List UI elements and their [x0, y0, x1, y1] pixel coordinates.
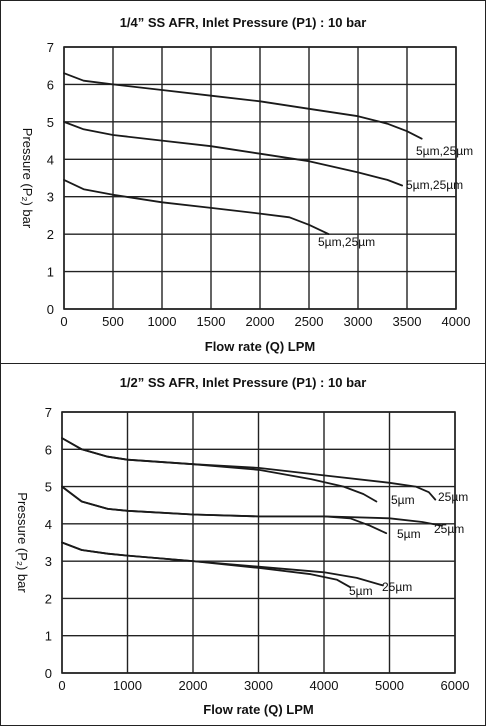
y-tick-label: 3	[47, 190, 54, 205]
x-tick-label: 2000	[246, 314, 275, 329]
x-axis-title: Flow rate (Q) LPM	[203, 702, 314, 717]
y-tick-label: 6	[47, 77, 54, 92]
y-axis-title: Pressure (P₂) bar	[15, 492, 30, 593]
series-annotation: 5µm,25µm	[406, 178, 463, 192]
series-annotation: 25µm	[438, 490, 468, 504]
y-tick-label: 3	[45, 554, 52, 569]
x-tick-label: 500	[102, 314, 124, 329]
series-line	[63, 179, 330, 235]
series-annotation: 5µm,25µm	[318, 235, 375, 249]
x-tick-label: 4000	[310, 678, 339, 693]
chart-title: 1/2” SS AFR, Inlet Pressure (P1) : 10 ba…	[120, 375, 367, 390]
y-tick-label: 4	[45, 517, 52, 532]
x-tick-label: 1500	[197, 314, 226, 329]
plot-area-border	[63, 46, 457, 310]
x-tick-label: 2000	[179, 678, 208, 693]
y-tick-label: 2	[47, 227, 54, 242]
series-annotation: 25µm	[382, 580, 412, 594]
series-line	[63, 72, 423, 140]
x-tick-label: 3500	[393, 314, 422, 329]
x-tick-label: 4000	[442, 314, 471, 329]
y-tick-label: 5	[45, 480, 52, 495]
y-axis-title: Pressure (P₂) bar	[20, 128, 35, 229]
x-tick-label: 2500	[295, 314, 324, 329]
x-tick-label: 3000	[344, 314, 373, 329]
y-tick-label: 1	[45, 629, 52, 644]
series-annotation: 5µm,25µm	[416, 144, 473, 158]
series-line	[61, 485, 388, 535]
x-tick-label: 3000	[244, 678, 273, 693]
chart-title: 1/4” SS AFR, Inlet Pressure (P1) : 10 ba…	[120, 15, 367, 30]
y-tick-label: 1	[47, 265, 54, 280]
x-tick-label: 0	[60, 314, 67, 329]
series-line	[61, 485, 443, 527]
y-tick-label: 0	[45, 666, 52, 681]
series-line	[61, 541, 352, 589]
x-tick-label: 6000	[441, 678, 470, 693]
chart-panel-half-inch: 1/2” SS AFR, Inlet Pressure (P1) : 10 ba…	[1, 365, 485, 726]
series-line	[63, 121, 403, 187]
y-tick-label: 0	[47, 302, 54, 317]
chart-panel-quarter-inch: 1/4” SS AFR, Inlet Pressure (P1) : 10 ba…	[1, 1, 485, 364]
x-axis-title: Flow rate (Q) LPM	[205, 339, 316, 354]
y-tick-label: 2	[45, 591, 52, 606]
y-tick-label: 7	[47, 40, 54, 55]
series-line	[61, 437, 378, 503]
chart-quarter-inch: 1/4” SS AFR, Inlet Pressure (P1) : 10 ba…	[20, 15, 473, 354]
y-tick-label: 6	[45, 442, 52, 457]
y-tick-label: 7	[45, 405, 52, 420]
series-annotation: 5µm	[391, 493, 415, 507]
chart-half-inch: 1/2” SS AFR, Inlet Pressure (P1) : 10 ba…	[15, 375, 470, 717]
series-annotation: 5µm	[349, 584, 373, 598]
x-tick-label: 1000	[113, 678, 142, 693]
y-tick-label: 4	[47, 152, 54, 167]
x-tick-label: 1000	[148, 314, 177, 329]
x-tick-label: 0	[58, 678, 65, 693]
series-annotation: 25µm	[434, 522, 464, 536]
x-tick-label: 5000	[375, 678, 404, 693]
y-tick-label: 5	[47, 115, 54, 130]
series-annotation: 5µm	[397, 527, 421, 541]
